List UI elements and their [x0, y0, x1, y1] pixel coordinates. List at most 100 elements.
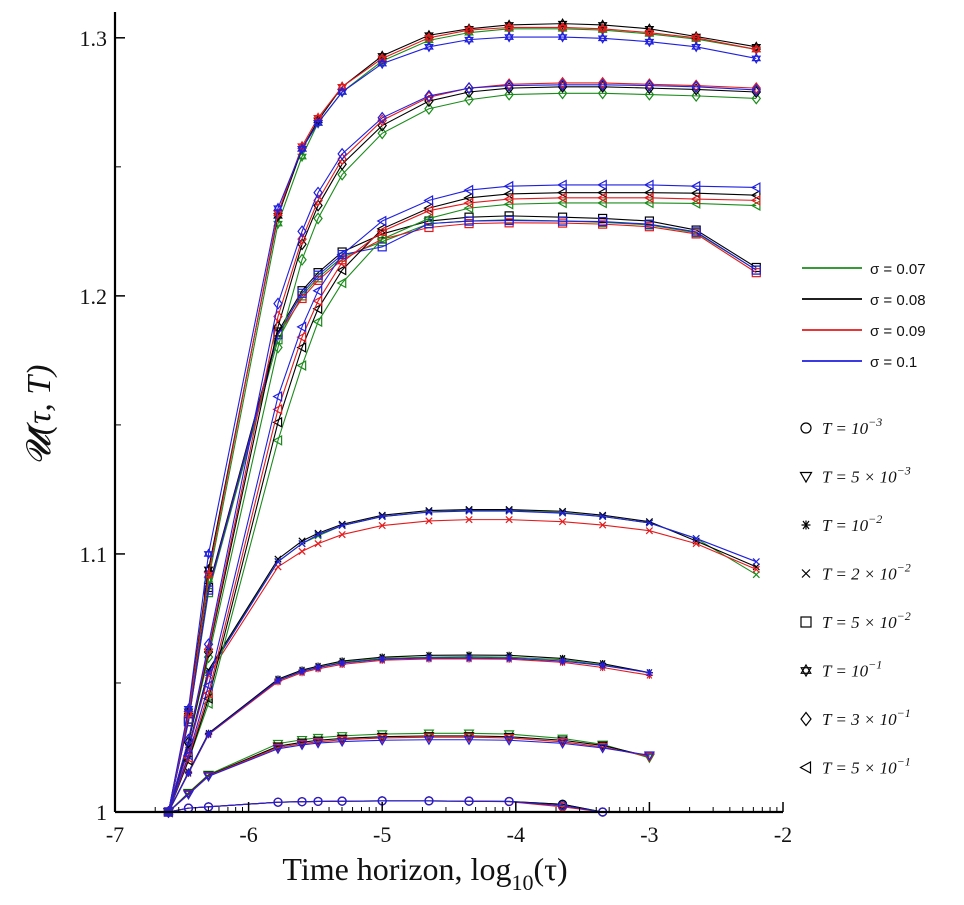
marker-diamond: [297, 225, 307, 238]
marker-triangle-left: [336, 264, 347, 276]
marker-diamond: [377, 119, 387, 132]
marker-hexagram: [691, 41, 702, 53]
marker-x: [274, 558, 282, 566]
series-line: [167, 184, 757, 813]
series-line: [168, 739, 650, 813]
marker-diamond: [504, 79, 514, 92]
marker-x: [752, 570, 760, 579]
marker-square: [598, 216, 608, 227]
series-line: [167, 36, 757, 813]
marker-diamond: [557, 78, 568, 91]
marker-triangle-left: [202, 687, 213, 699]
marker-triangle-down: [423, 733, 435, 743]
marker-hexagram: [751, 52, 762, 65]
marker-asterisk: [599, 661, 607, 670]
x-axis-label: Time horizon, log10(τ): [282, 851, 567, 895]
marker-triangle-left: [312, 316, 323, 328]
marker-hexagram: [424, 32, 434, 44]
marker-triangle-left: [503, 188, 514, 200]
marker-x: [645, 519, 654, 527]
marker-asterisk: [505, 654, 513, 662]
legend-sigma-entry: σ = 0.1: [802, 354, 917, 371]
series-hexagram-23: [163, 31, 762, 818]
marker-asterisk: [298, 667, 306, 675]
x-tick-label: -6: [239, 822, 257, 847]
x-tick-label: -3: [640, 822, 658, 847]
marker-hexagram: [337, 81, 347, 93]
marker-diamond: [313, 212, 323, 225]
marker-triangle-down: [557, 739, 569, 749]
marker-x: [505, 507, 513, 515]
series-circle-3: [163, 796, 608, 817]
marker-triangle-left: [556, 179, 567, 191]
marker-diamond: [203, 638, 214, 651]
marker-hexagram: [424, 41, 434, 53]
legend-sigma-label: σ = 0.07: [870, 261, 926, 278]
x-axis-label-sub: 10: [511, 870, 533, 895]
series-line: [167, 658, 650, 813]
marker-hexagram: [464, 24, 474, 36]
marker-hexagram: [557, 21, 568, 34]
marker-circle: [504, 796, 514, 807]
marker-triangle-down: [376, 734, 388, 744]
marker-triangle-down: [336, 737, 348, 748]
marker-triangle-left: [503, 193, 514, 205]
marker-diamond: [504, 88, 514, 101]
marker-diamond: [297, 253, 307, 266]
marker-square: [297, 293, 307, 304]
marker-diamond: [751, 92, 762, 105]
marker-x: [752, 565, 760, 574]
series-triangle-down-6: [162, 733, 655, 818]
series-diamond-27: [163, 78, 762, 819]
marker-hexagram: [203, 548, 214, 560]
legend-marker-label: T = 3 × 10−1: [822, 706, 911, 729]
marker-diamond: [297, 238, 307, 251]
marker-diamond: [597, 76, 608, 90]
marker-triangle-down: [423, 735, 435, 746]
marker-asterisk: [338, 659, 346, 667]
legend-sigma-label: σ = 0.1: [870, 354, 917, 371]
series-square-17: [163, 211, 761, 817]
marker-diamond: [377, 127, 387, 140]
marker-diamond: [273, 341, 283, 354]
marker-triangle-down: [272, 744, 284, 755]
marker-square: [751, 265, 761, 275]
marker-triangle-down: [312, 739, 324, 749]
marker-triangle-left: [503, 198, 514, 210]
marker-hexagram: [644, 27, 655, 39]
marker-hexagram: [337, 86, 347, 98]
marker-hexagram: [297, 143, 307, 155]
marker-hexagram: [377, 58, 388, 70]
series-diamond-24: [163, 87, 762, 819]
marker-diamond: [424, 102, 434, 115]
marker-diamond: [751, 81, 762, 95]
marker-asterisk: [425, 654, 433, 662]
legend-marker-entry: T = 3 × 10−1: [800, 706, 911, 729]
marker-x: [425, 517, 433, 525]
series-x-14: [164, 515, 760, 816]
x-tick-label: -5: [373, 822, 391, 847]
marker-circle: [557, 800, 568, 811]
marker-triangle-left: [296, 321, 307, 333]
legend-marker-entry: T = 5 × 10−1: [799, 755, 911, 778]
marker-triangle-left: [296, 360, 307, 371]
series-square-16: [163, 215, 761, 817]
marker-x: [338, 521, 346, 530]
series-triangle-left-29: [162, 187, 761, 818]
marker-hexagram: [377, 52, 388, 65]
marker-square: [297, 288, 307, 298]
marker-triangle-down: [643, 751, 655, 761]
marker-square: [504, 211, 514, 221]
legend: σ = 0.07 σ = 0.08 σ = 0.09 σ = 0.1 T = 10−3 T…: [799, 261, 926, 778]
marker-triangle-left: [272, 434, 283, 446]
marker-triangle-left: [336, 249, 347, 260]
marker-asterisk: [378, 655, 386, 663]
marker-hexagram: [504, 31, 514, 43]
marker-diamond: [273, 297, 283, 310]
marker-triangle-down: [597, 744, 609, 754]
marker-triangle-down: [463, 735, 475, 746]
marker-triangle-left: [556, 197, 567, 209]
marker-diamond: [464, 81, 474, 95]
legend-sigma-entry: σ = 0.08: [802, 292, 926, 309]
marker-triangle-left: [296, 342, 307, 353]
